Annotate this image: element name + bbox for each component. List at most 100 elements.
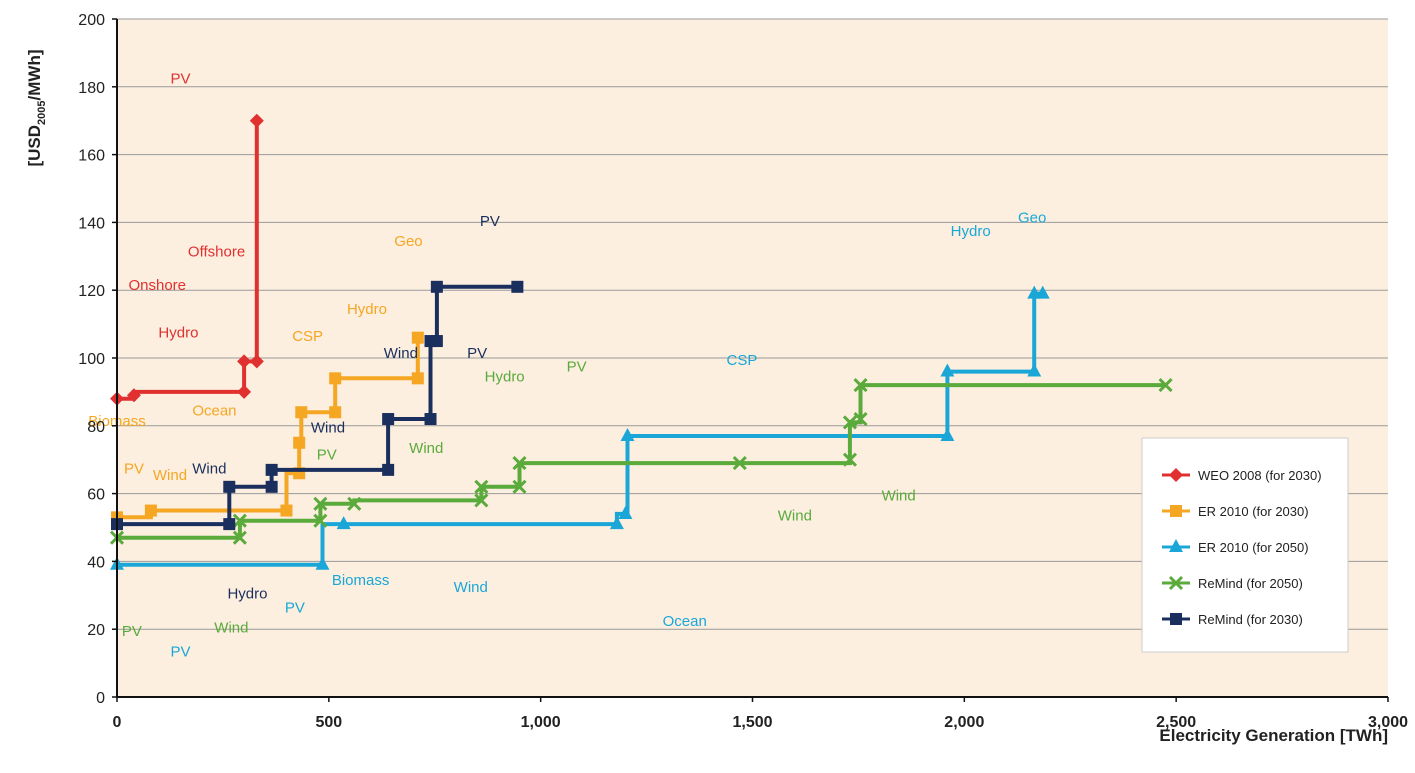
legend-items: WEO 2008 (for 2030) ER 2010 (for 2030) ER …: [1162, 468, 1322, 627]
data-point: [144, 504, 157, 517]
series-4: [111, 280, 524, 531]
data-point: [842, 415, 858, 430]
series-line: [117, 284, 518, 527]
annotation-label: Wind: [882, 487, 916, 504]
data-point: [430, 280, 443, 293]
y-axis-title-unit: /MWh]: [25, 49, 44, 100]
x-tick-label: 1,500: [732, 714, 772, 731]
annotation-label: Wind: [778, 508, 812, 525]
data-point: [223, 480, 236, 493]
y-tick-label: 120: [78, 283, 105, 300]
data-point: [382, 413, 395, 426]
x-tick-label: 1,000: [521, 714, 561, 731]
data-point: [329, 372, 342, 385]
data-point: [232, 513, 247, 528]
annotation-label: CSP: [292, 328, 323, 345]
legend: WEO 2008 (for 2030) ER 2010 (for 2030) ER …: [1141, 437, 1349, 653]
data-point: [265, 463, 278, 476]
legend-label: ReMind (for 2030): [1198, 612, 1303, 627]
legend-swatch-marker: [1169, 539, 1183, 552]
annotation-label: PV: [285, 599, 305, 616]
axes: 0 20 40 60 80 100 120 140 160 180 200 0 500 1,000 1,50…: [78, 12, 1408, 731]
y-tick-label: 60: [87, 487, 105, 504]
data-point: [237, 384, 252, 399]
data-point: [1035, 285, 1050, 299]
data-point: [511, 280, 524, 293]
annotation-label: Wind: [454, 579, 488, 596]
legend-label: WEO 2008 (for 2030): [1198, 468, 1322, 483]
data-point: [295, 406, 308, 419]
data-point: [232, 530, 247, 545]
annotation-label: Biomass: [332, 572, 390, 589]
annotation-label: PV: [171, 643, 191, 660]
data-point: [411, 372, 424, 385]
y-axis-title-main: [USD: [25, 125, 44, 167]
data-point: [237, 354, 252, 369]
x-tick-label: 2,500: [1156, 714, 1196, 731]
annotation-label: Offshore: [188, 243, 245, 260]
data-point: [126, 388, 141, 403]
annotation-label: Hydro: [485, 369, 525, 386]
annotation-label: PV: [171, 70, 191, 87]
legend-item-4: ReMind (for 2030): [1162, 612, 1303, 627]
annotation-label: Hydro: [347, 301, 387, 318]
data-point: [1027, 363, 1042, 377]
grid-lines: [117, 18, 1388, 630]
y-tick-label: 200: [78, 12, 105, 29]
annotation-label: PV: [480, 213, 500, 230]
data-point: [853, 411, 868, 427]
y-tick-label: 40: [87, 554, 105, 571]
data-point: [280, 504, 293, 517]
data-point: [940, 427, 955, 441]
data-point: [313, 513, 328, 528]
y-tick-label: 20: [87, 622, 105, 639]
y-axis-title-sub: 2005: [36, 100, 48, 124]
data-point: [512, 479, 527, 494]
legend-label: ReMind (for 2050): [1198, 576, 1303, 591]
data-point: [474, 493, 489, 508]
data-point: [512, 456, 527, 471]
x-tick-label: 3,000: [1368, 714, 1408, 731]
x-tick-label: 2,000: [944, 714, 984, 731]
x-tick-label: 500: [315, 714, 342, 731]
y-tick-label: 100: [78, 351, 105, 368]
annotation-label: PV: [467, 345, 487, 362]
data-point: [249, 113, 264, 128]
data-point: [732, 456, 747, 471]
data-point: [313, 496, 328, 511]
annotation-label: Wind: [384, 345, 418, 362]
data-point: [336, 516, 351, 530]
legend-swatch-marker: [1170, 505, 1182, 517]
data-point: [329, 406, 342, 419]
legend-item-3: ReMind (for 2050): [1162, 575, 1303, 591]
legend-swatch-marker: [1168, 575, 1184, 591]
annotation-label: Geo: [394, 233, 422, 250]
legend-label: ER 2010 (for 2030): [1198, 504, 1309, 519]
annotation-label: PV: [122, 623, 142, 640]
annotation-label: Wind: [409, 440, 443, 457]
legend-item-2: ER 2010 (for 2050): [1162, 539, 1309, 555]
series-0: [110, 113, 264, 406]
series-2: [110, 285, 1050, 570]
legend-item-0: WEO 2008 (for 2030): [1162, 468, 1322, 483]
data-point: [474, 479, 489, 494]
annotation-label: Wind: [153, 467, 187, 484]
annotation-label: CSP: [726, 352, 757, 369]
data-point: [842, 452, 858, 467]
data-point: [940, 363, 955, 377]
data-point: [265, 480, 278, 493]
annotation-label: Wind: [192, 460, 226, 477]
data-point: [1158, 378, 1173, 393]
annotation-label: Hydro: [227, 586, 267, 603]
annotation-label: Geo: [1018, 209, 1046, 226]
y-tick-label: 140: [78, 215, 105, 232]
y-tick-label: 80: [87, 419, 105, 436]
annotation-label: Ocean: [663, 613, 707, 630]
data-point: [853, 378, 868, 393]
legend-label: ER 2010 (for 2050): [1198, 540, 1309, 555]
annotation-label: Hydro: [951, 223, 991, 240]
data-point: [620, 427, 635, 441]
data-point: [618, 505, 633, 519]
